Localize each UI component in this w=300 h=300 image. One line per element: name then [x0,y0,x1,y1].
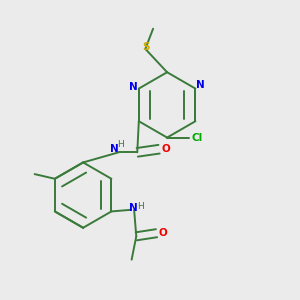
Text: H: H [138,202,144,211]
Text: O: O [159,228,168,238]
Text: N: N [196,80,205,91]
Text: S: S [142,42,150,52]
Text: O: O [161,144,170,154]
Text: H: H [117,140,124,149]
Text: N: N [129,203,138,213]
Text: N: N [110,144,118,154]
Text: Cl: Cl [192,133,203,142]
Text: N: N [129,82,138,92]
